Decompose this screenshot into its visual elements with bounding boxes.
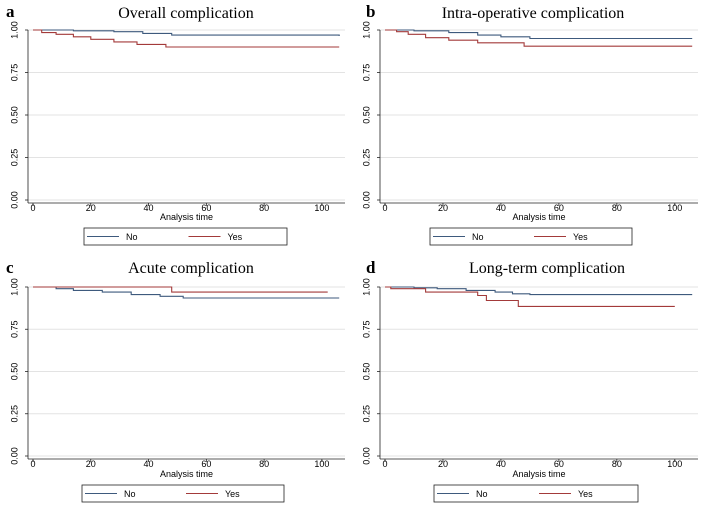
x-tick-label: 20: [86, 459, 96, 469]
y-tick-label: 0.00: [9, 447, 19, 465]
series-line-no: [33, 286, 340, 299]
x-tick-label: 40: [144, 203, 154, 213]
x-tick-label: 80: [612, 459, 622, 469]
legend-box: [429, 227, 633, 246]
y-tick-label: 0.25: [9, 405, 19, 423]
legend-box: [83, 227, 288, 246]
x-axis-title: Analysis time: [160, 469, 213, 479]
legend-label-yes: Yes: [578, 489, 593, 499]
y-tick-label: 0.25: [361, 149, 371, 167]
chart-panel-c: c Acute complication 0.00 0.25 0.50 0.75 1.00 0…: [6, 258, 345, 503]
panel-letter: b: [366, 2, 375, 21]
y-tick-label: 1.00: [9, 278, 19, 296]
x-tick-label: 100: [314, 459, 329, 469]
series-line-no: [385, 29, 693, 40]
x-tick-label: 40: [496, 459, 506, 469]
x-axis-title: Analysis time: [512, 212, 565, 222]
y-tick-label: 0.50: [9, 106, 19, 124]
panel-letter: c: [6, 258, 14, 277]
legend-label-no: No: [126, 232, 138, 242]
legend-label-no: No: [124, 489, 136, 499]
x-tick-label: 100: [314, 203, 329, 213]
chart-title: Long-term complication: [469, 260, 625, 277]
chart-panel-b: b Intra-operative complication 0.00 0.25 0.5…: [361, 2, 698, 246]
x-tick-label: 60: [554, 203, 564, 213]
y-tick-label: 0.50: [361, 363, 371, 381]
series-line-yes: [385, 286, 675, 307]
x-tick-label: 0: [382, 203, 387, 213]
y-tick-label: 0.50: [361, 106, 371, 124]
series-line-no: [33, 29, 340, 36]
legend-label-yes: Yes: [225, 489, 240, 499]
x-tick-label: 60: [201, 459, 211, 469]
panel-letter: d: [366, 258, 376, 277]
chart-title: Overall complication: [118, 5, 254, 22]
x-axis-title: Analysis time: [512, 469, 565, 479]
x-tick-label: 80: [259, 459, 269, 469]
legend: No Yes: [83, 227, 288, 246]
y-tick-label: 0.75: [361, 64, 371, 82]
plot-area: [380, 30, 698, 203]
series-line-yes: [33, 286, 328, 293]
chart-title: Acute complication: [128, 260, 254, 277]
x-tick-label: 0: [30, 459, 35, 469]
x-tick-label: 20: [438, 203, 448, 213]
y-tick-label: 0.25: [9, 149, 19, 167]
x-tick-label: 80: [612, 203, 622, 213]
legend-label-no: No: [472, 232, 484, 242]
legend-label-no: No: [476, 489, 488, 499]
legend-label-yes: Yes: [228, 232, 243, 242]
y-tick-label: 0.75: [9, 64, 19, 82]
series-line-yes: [33, 29, 340, 48]
panel-letter: a: [6, 2, 15, 21]
legend: No Yes: [429, 227, 633, 246]
legend-box: [433, 484, 639, 503]
chart-panel-a: a Overall complication 0.00 0.25 0.50 0.75 1.0…: [6, 2, 345, 246]
y-tick-label: 0.25: [361, 405, 371, 423]
x-tick-label: 100: [667, 459, 682, 469]
y-tick-label: 0.75: [361, 320, 371, 338]
y-tick-label: 1.00: [9, 21, 19, 39]
x-axis-title: Analysis time: [160, 212, 213, 222]
legend: No Yes: [433, 484, 639, 503]
y-tick-label: 0.00: [361, 191, 371, 209]
series-line-no: [385, 286, 693, 296]
y-tick-label: 0.00: [9, 191, 19, 209]
plot-area: [28, 30, 345, 203]
x-tick-label: 20: [438, 459, 448, 469]
y-tick-label: 0.75: [9, 320, 19, 338]
x-tick-label: 20: [86, 203, 96, 213]
chart-title: Intra-operative complication: [442, 5, 625, 22]
plot-area: [28, 287, 345, 459]
x-tick-label: 60: [554, 459, 564, 469]
y-tick-label: 1.00: [361, 278, 371, 296]
x-tick-label: 40: [144, 459, 154, 469]
legend-box: [81, 484, 285, 503]
x-tick-label: 60: [201, 203, 211, 213]
y-tick-label: 0.50: [9, 363, 19, 381]
chart-panel-d: d Long-term complication 0.00 0.25 0.50 0.75 1…: [361, 258, 698, 503]
legend: No Yes: [81, 484, 285, 503]
legend-label-yes: Yes: [573, 232, 588, 242]
y-tick-label: 1.00: [361, 21, 371, 39]
x-tick-label: 0: [382, 459, 387, 469]
series-line-yes: [385, 29, 693, 47]
x-tick-label: 80: [259, 203, 269, 213]
x-tick-label: 40: [496, 203, 506, 213]
x-tick-label: 100: [667, 203, 682, 213]
plot-area: [380, 287, 698, 459]
y-tick-label: 0.00: [361, 447, 371, 465]
x-tick-label: 0: [30, 203, 35, 213]
